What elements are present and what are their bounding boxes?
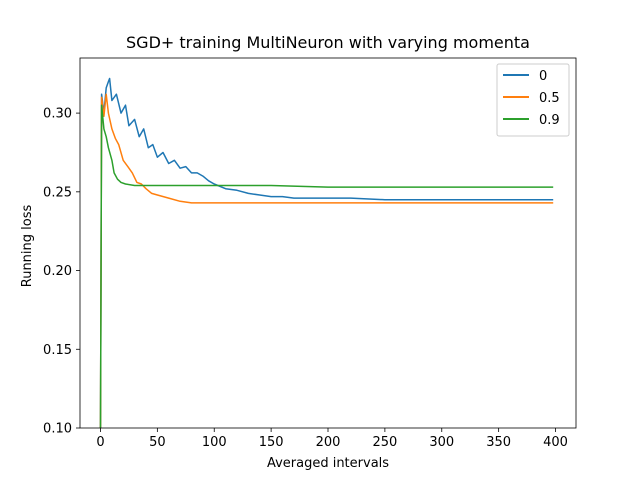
x-tick-label: 300 [429,435,454,450]
x-tick-label: 150 [259,435,284,450]
y-axis-label: Running loss [20,205,35,288]
x-tick-label: 350 [486,435,511,450]
x-tick-label: 200 [316,435,341,450]
legend-label: 0 [539,69,547,84]
y-tick-label: 0.20 [43,264,72,279]
x-tick-label: 100 [202,435,227,450]
series-line-2 [99,104,554,428]
x-tick-label: 400 [543,435,568,450]
legend: 0 0.5 0.9 [496,63,570,137]
x-tick-label: 50 [149,435,166,450]
y-axis: 0.10 0.15 0.20 0.25 0.30 [43,107,80,437]
x-tick-label: 250 [372,435,397,450]
x-axis: 0 50 100 150 200 250 300 350 400 [96,428,568,450]
series-line-1 [99,93,554,428]
series-line-0 [99,77,554,428]
legend-label: 0.5 [539,91,560,106]
x-tick-label: 0 [96,435,104,450]
y-tick-label: 0.10 [43,422,72,437]
x-axis-label: Averaged intervals [267,456,389,471]
y-tick-label: 0.25 [43,185,72,200]
y-tick-label: 0.30 [43,107,72,122]
y-tick-label: 0.15 [43,343,72,358]
legend-label: 0.9 [539,113,560,128]
chart-title: SGD+ training MultiNeuron with varying m… [126,33,530,52]
